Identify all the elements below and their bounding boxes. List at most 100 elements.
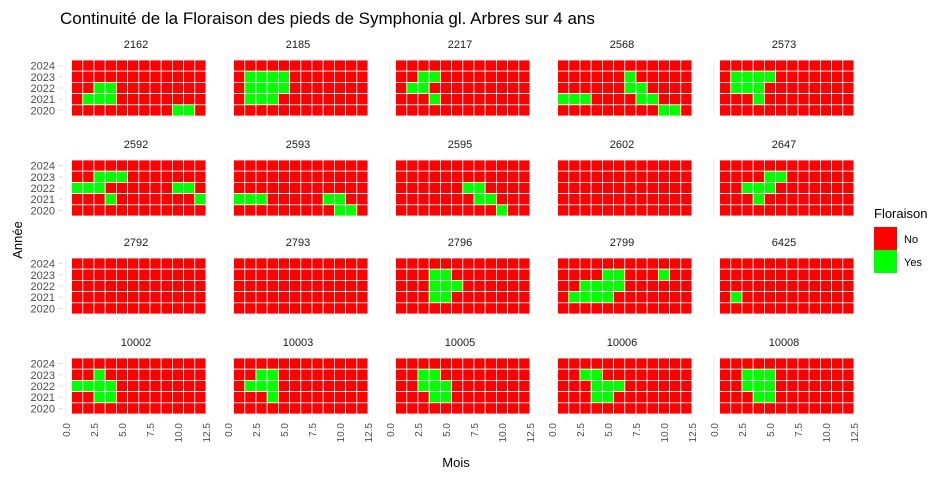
heat-cell [613, 104, 626, 117]
heat-cell [417, 402, 430, 415]
heat-cell [764, 82, 777, 95]
heat-cell [635, 379, 648, 392]
heat-cell [624, 391, 637, 404]
heat-cell [322, 268, 335, 281]
heat-cell [646, 368, 659, 381]
heat-cell [808, 302, 821, 315]
x-tick-label: 7.5 [146, 423, 157, 437]
heat-cell [764, 59, 777, 72]
heat-cell [507, 302, 520, 315]
heat-cell [507, 291, 520, 304]
heat-cell [451, 268, 464, 281]
heat-cell [244, 93, 257, 106]
heat-cell [764, 93, 777, 106]
heat-cell [451, 402, 464, 415]
heat-cell [495, 93, 508, 106]
heat-cell [764, 402, 777, 415]
heat-cell [266, 291, 279, 304]
heat-cell [345, 291, 358, 304]
heat-cell [808, 93, 821, 106]
heat-cell [507, 402, 520, 415]
x-tick-label: 12.5 [364, 423, 375, 443]
heat-cell [395, 291, 408, 304]
heat-cell [462, 59, 475, 72]
heat-cell [507, 257, 520, 270]
heat-cell [244, 159, 257, 172]
heat-cell [300, 402, 313, 415]
heat-cell [680, 70, 693, 83]
heat-cell [635, 302, 648, 315]
heat-cell [602, 204, 615, 217]
heat-cell [406, 159, 419, 172]
heat-cell [831, 257, 844, 270]
heat-cell [495, 379, 508, 392]
heat-cell [82, 279, 95, 292]
heat-cell [557, 368, 570, 381]
heat-cell [495, 159, 508, 172]
heat-cell [406, 391, 419, 404]
heat-cell [138, 402, 151, 415]
heat-cell [439, 159, 452, 172]
heat-cell [138, 279, 151, 292]
heat-cell [255, 82, 268, 95]
heat-cell [669, 268, 682, 281]
heat-cell [345, 268, 358, 281]
heat-cell [194, 93, 207, 106]
legend-key-no [874, 227, 897, 250]
heat-cell [439, 279, 452, 292]
heat-cell [764, 70, 777, 83]
heat-cell [171, 193, 184, 206]
heat-cell [71, 193, 84, 206]
heat-cell [820, 82, 833, 95]
heat-cell [266, 59, 279, 72]
heat-cell [820, 391, 833, 404]
heat-cell [831, 70, 844, 83]
heat-cell [507, 357, 520, 370]
heat-cell [406, 402, 419, 415]
heat-cell [775, 104, 788, 117]
heat-cell [311, 302, 324, 315]
heat-cell [808, 268, 821, 281]
heat-cell [518, 93, 531, 106]
heat-cell [406, 93, 419, 106]
heat-cell [149, 268, 162, 281]
y-tick-label: 2021 [31, 94, 55, 106]
heat-cell [138, 104, 151, 117]
heat-cell [495, 104, 508, 117]
heat-cell [842, 181, 855, 194]
heat-cell [786, 391, 799, 404]
heat-cell [579, 291, 592, 304]
heat-cell [518, 391, 531, 404]
heat-cell [428, 302, 441, 315]
facet-label-2602: 2602 [610, 139, 634, 151]
heat-cell [473, 170, 486, 183]
heat-cell [289, 279, 302, 292]
heat-cell [356, 159, 369, 172]
heat-cell [669, 159, 682, 172]
heat-cell [635, 391, 648, 404]
heat-cell [406, 357, 419, 370]
heat-cell [624, 291, 637, 304]
heat-cell [233, 268, 246, 281]
heat-cell [484, 268, 497, 281]
heat-cell [658, 193, 671, 206]
heat-cell [300, 70, 313, 83]
heat-cell [244, 368, 257, 381]
heat-cell [590, 159, 603, 172]
heat-cell [831, 59, 844, 72]
heat-cell [568, 70, 581, 83]
heat-cell [669, 93, 682, 106]
heat-cell [244, 291, 257, 304]
heat-cell [613, 170, 626, 183]
heat-cell [194, 357, 207, 370]
heat-cell [116, 82, 129, 95]
heat-cell [439, 391, 452, 404]
heat-cell [311, 104, 324, 117]
facet-label-2793: 2793 [286, 237, 310, 249]
heat-cell [797, 159, 810, 172]
heat-cell [484, 357, 497, 370]
heat-cell [473, 204, 486, 217]
heat-cell [127, 268, 140, 281]
heat-cell [741, 181, 754, 194]
